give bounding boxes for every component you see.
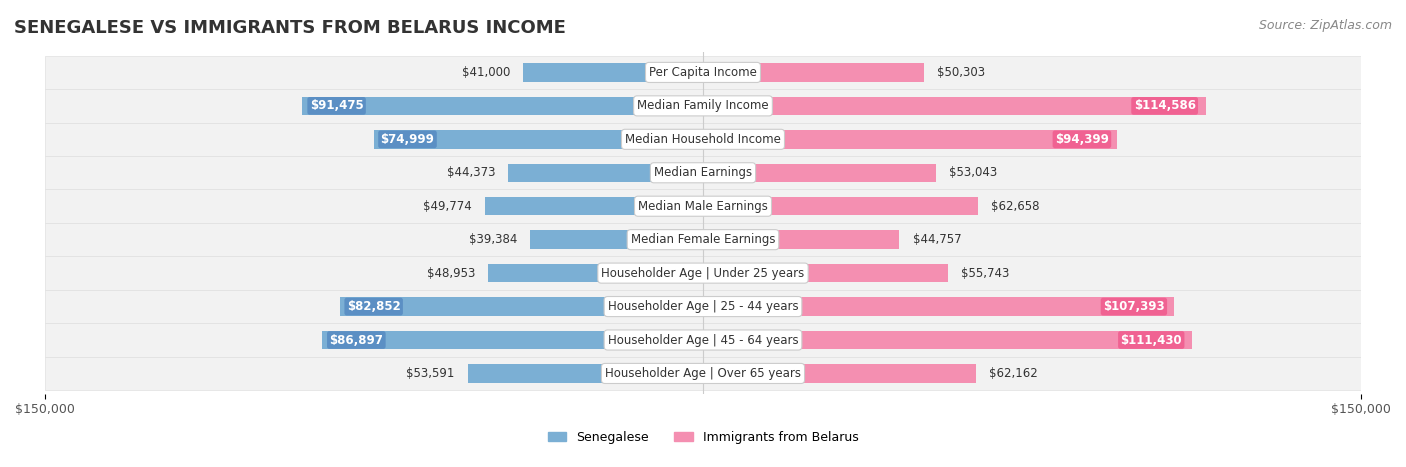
Bar	[703, 264, 948, 283]
Text: Householder Age | Over 65 years: Householder Age | Over 65 years	[605, 367, 801, 380]
Text: $74,999: $74,999	[381, 133, 434, 146]
Bar	[45, 323, 1361, 357]
Text: $55,743: $55,743	[960, 267, 1010, 280]
Bar	[45, 89, 1361, 123]
Text: Median Family Income: Median Family Income	[637, 99, 769, 113]
Text: Median Female Earnings: Median Female Earnings	[631, 233, 775, 246]
Bar	[488, 264, 703, 283]
Bar	[703, 331, 1192, 349]
Text: $48,953: $48,953	[426, 267, 475, 280]
Bar	[703, 130, 1118, 149]
Bar	[703, 197, 979, 215]
Bar	[530, 231, 703, 249]
Text: Householder Age | 45 - 64 years: Householder Age | 45 - 64 years	[607, 333, 799, 347]
Text: $50,303: $50,303	[936, 66, 986, 79]
Bar	[703, 63, 924, 82]
Bar	[703, 163, 936, 182]
Text: $62,658: $62,658	[991, 200, 1039, 212]
Text: $53,591: $53,591	[406, 367, 454, 380]
Bar	[339, 297, 703, 316]
Bar	[45, 190, 1361, 223]
Text: $82,852: $82,852	[347, 300, 401, 313]
Text: Median Earnings: Median Earnings	[654, 166, 752, 179]
Text: $94,399: $94,399	[1054, 133, 1109, 146]
Text: $44,373: $44,373	[447, 166, 495, 179]
Text: $107,393: $107,393	[1104, 300, 1164, 313]
Text: $62,162: $62,162	[988, 367, 1038, 380]
Text: Householder Age | 25 - 44 years: Householder Age | 25 - 44 years	[607, 300, 799, 313]
Bar	[45, 256, 1361, 290]
Text: $44,757: $44,757	[912, 233, 962, 246]
Bar	[45, 56, 1361, 89]
Bar	[703, 297, 1174, 316]
Bar	[302, 97, 703, 115]
Legend: Senegalese, Immigrants from Belarus: Senegalese, Immigrants from Belarus	[543, 426, 863, 449]
Text: $53,043: $53,043	[949, 166, 997, 179]
Text: $111,430: $111,430	[1121, 333, 1182, 347]
Bar	[45, 357, 1361, 390]
Text: Median Male Earnings: Median Male Earnings	[638, 200, 768, 212]
Bar	[374, 130, 703, 149]
Bar	[703, 97, 1206, 115]
Bar	[485, 197, 703, 215]
Bar	[45, 223, 1361, 256]
Text: Householder Age | Under 25 years: Householder Age | Under 25 years	[602, 267, 804, 280]
Text: $41,000: $41,000	[461, 66, 510, 79]
Bar	[703, 364, 976, 382]
Bar	[703, 231, 900, 249]
Bar	[322, 331, 703, 349]
Bar	[45, 290, 1361, 323]
Bar	[523, 63, 703, 82]
Text: $91,475: $91,475	[309, 99, 364, 113]
Text: Median Household Income: Median Household Income	[626, 133, 780, 146]
Bar	[45, 156, 1361, 190]
Bar	[45, 123, 1361, 156]
Bar	[468, 364, 703, 382]
Text: SENEGALESE VS IMMIGRANTS FROM BELARUS INCOME: SENEGALESE VS IMMIGRANTS FROM BELARUS IN…	[14, 19, 567, 37]
Text: $49,774: $49,774	[423, 200, 471, 212]
Text: $86,897: $86,897	[329, 333, 384, 347]
Text: Per Capita Income: Per Capita Income	[650, 66, 756, 79]
Text: $114,586: $114,586	[1133, 99, 1195, 113]
Text: Source: ZipAtlas.com: Source: ZipAtlas.com	[1258, 19, 1392, 32]
Text: $39,384: $39,384	[468, 233, 517, 246]
Bar	[509, 163, 703, 182]
